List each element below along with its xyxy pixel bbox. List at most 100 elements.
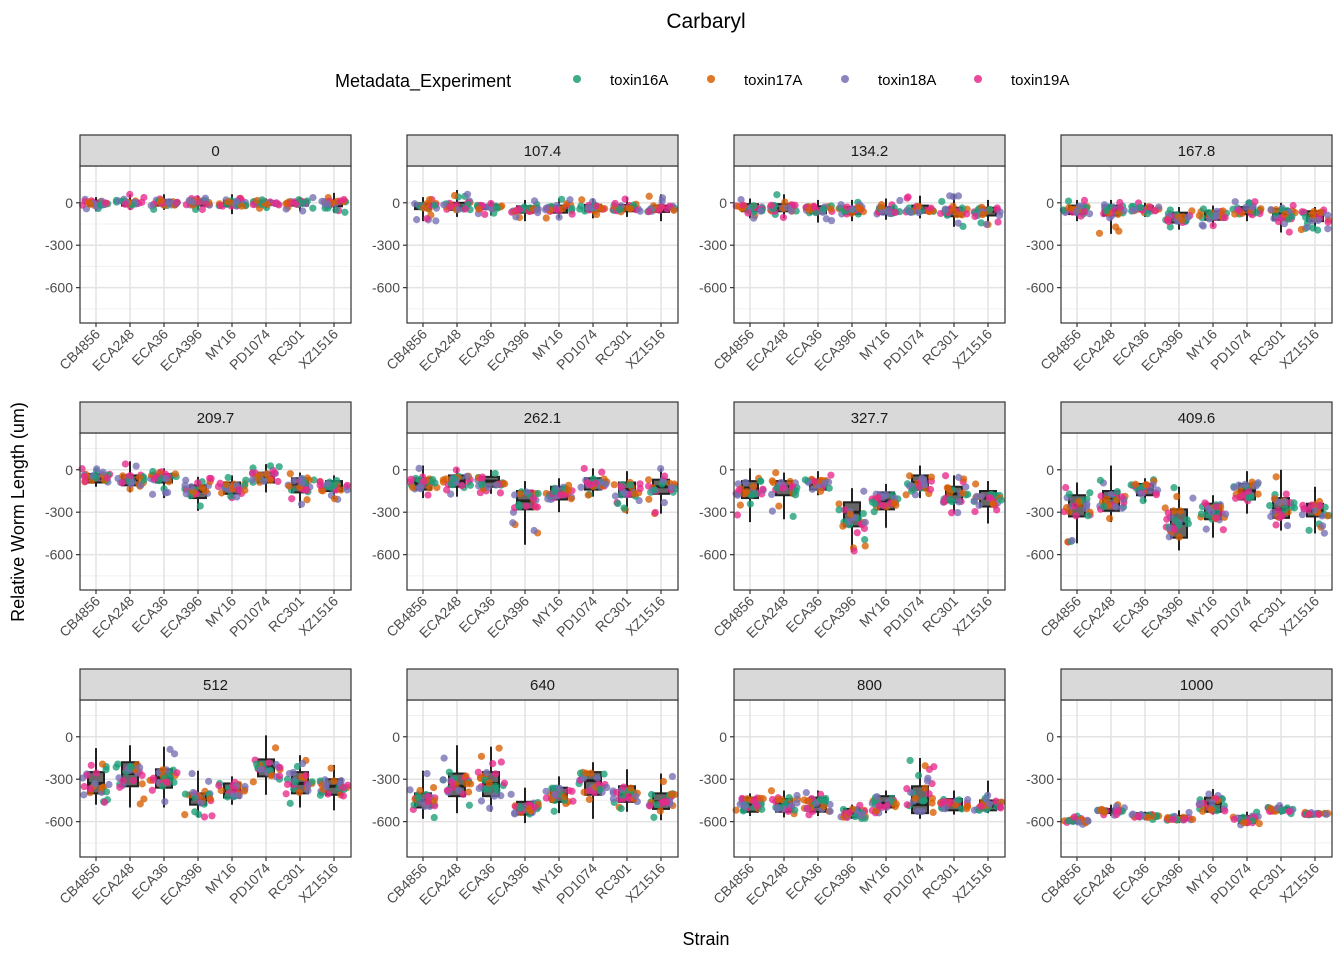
x-axis-label: Strain — [682, 929, 729, 949]
data-point-toxin18A — [1075, 202, 1084, 210]
data-point-toxin17A — [135, 473, 143, 482]
data-point-toxin18A — [232, 197, 240, 206]
legend-label-toxin17A: toxin17A — [744, 72, 802, 89]
data-point-toxin18A — [80, 791, 88, 799]
data-point-toxin17A — [1131, 480, 1140, 488]
data-point-toxin18A — [440, 201, 448, 209]
data-point-toxin19A — [621, 195, 629, 203]
facet-strip-label: 409.6 — [1178, 410, 1216, 427]
data-point-toxin17A — [330, 777, 338, 785]
data-point-toxin17A — [921, 784, 929, 792]
data-point-toxin19A — [611, 199, 619, 208]
facet-strip-label: 107.4 — [524, 143, 562, 160]
y-tick-label: -300 — [699, 237, 727, 253]
data-point-toxin17A — [138, 780, 146, 788]
data-point-toxin19A — [343, 481, 351, 489]
data-point-toxin19A — [195, 198, 204, 206]
data-point-toxin19A — [1134, 812, 1142, 821]
data-point-toxin19A — [817, 790, 825, 798]
data-point-toxin18A — [667, 483, 675, 491]
data-point-toxin17A — [631, 490, 639, 498]
data-point-toxin18A — [1324, 225, 1332, 233]
data-point-toxin16A — [329, 482, 338, 490]
data-point-toxin17A — [1254, 490, 1262, 498]
data-point-toxin18A — [411, 200, 419, 208]
data-point-toxin16A — [1266, 502, 1274, 510]
data-point-toxin16A — [1199, 205, 1208, 213]
data-point-toxin19A — [646, 802, 654, 810]
data-point-toxin19A — [230, 785, 238, 794]
data-point-toxin17A — [450, 191, 459, 200]
y-tick-label: -300 — [699, 504, 727, 520]
facet-panel-800: 8000-300-600CB4856ECA248ECA36ECA396MY16P… — [699, 668, 1006, 908]
data-point-toxin18A — [632, 792, 640, 800]
data-point-toxin18A — [260, 477, 268, 485]
data-point-toxin17A — [578, 196, 586, 204]
data-point-toxin18A — [821, 479, 829, 487]
data-point-toxin17A — [501, 480, 509, 488]
data-point-toxin16A — [445, 768, 453, 776]
data-point-toxin19A — [568, 787, 576, 795]
data-point-toxin19A — [850, 547, 858, 555]
data-point-toxin16A — [1302, 213, 1310, 221]
data-point-toxin16A — [196, 502, 204, 510]
data-point-toxin16A — [1247, 493, 1255, 502]
data-point-toxin16A — [1086, 489, 1094, 497]
data-point-toxin17A — [979, 211, 987, 219]
data-point-toxin17A — [774, 795, 782, 804]
data-point-toxin18A — [530, 526, 538, 535]
data-point-toxin19A — [1163, 515, 1171, 523]
data-point-toxin17A — [963, 802, 972, 810]
data-point-toxin19A — [215, 781, 223, 790]
data-point-toxin17A — [902, 491, 910, 499]
data-point-toxin19A — [1285, 808, 1293, 816]
data-point-toxin19A — [424, 792, 432, 801]
data-point-toxin17A — [989, 500, 997, 508]
data-point-toxin16A — [550, 807, 558, 815]
data-point-toxin17A — [781, 198, 789, 206]
data-point-toxin19A — [827, 471, 835, 479]
data-point-toxin19A — [283, 780, 292, 789]
data-point-toxin16A — [410, 801, 418, 809]
data-point-toxin19A — [1116, 204, 1124, 212]
data-point-toxin17A — [1272, 206, 1280, 214]
data-point-toxin19A — [1221, 213, 1229, 222]
data-point-toxin16A — [1136, 203, 1145, 212]
data-point-toxin19A — [750, 797, 758, 805]
data-point-toxin17A — [416, 786, 424, 795]
data-point-toxin18A — [657, 464, 665, 473]
data-point-toxin19A — [993, 204, 1001, 212]
data-point-toxin18A — [463, 190, 472, 198]
data-point-toxin17A — [857, 205, 865, 213]
data-point-toxin16A — [92, 474, 100, 482]
data-point-toxin17A — [1178, 216, 1186, 224]
data-point-toxin16A — [822, 794, 830, 803]
data-point-toxin19A — [80, 782, 88, 791]
data-point-toxin18A — [1298, 511, 1306, 519]
data-point-toxin19A — [121, 200, 129, 208]
data-point-toxin16A — [112, 763, 120, 771]
facet-panel-640: 6400-300-600CB4856ECA248ECA36ECA396MY16P… — [372, 668, 679, 908]
y-tick-label: 0 — [719, 195, 727, 211]
y-tick-label: -600 — [45, 280, 73, 296]
data-point-toxin18A — [750, 214, 758, 222]
data-point-toxin19A — [551, 205, 560, 214]
data-point-toxin18A — [323, 200, 332, 208]
data-point-toxin18A — [741, 478, 750, 486]
legend-title: Metadata_Experiment — [335, 71, 511, 92]
data-point-toxin19A — [276, 763, 284, 772]
facet-strip — [1060, 668, 1333, 701]
data-point-toxin18A — [737, 196, 745, 204]
data-point-toxin16A — [801, 476, 809, 484]
facet-panel-167.8: 167.80-300-600CB4856ECA248ECA36ECA396MY1… — [1026, 134, 1333, 374]
data-point-toxin16A — [258, 196, 266, 204]
data-point-toxin18A — [970, 497, 978, 505]
data-point-toxin16A — [1084, 512, 1092, 520]
data-point-toxin19A — [1221, 807, 1229, 815]
data-point-toxin16A — [647, 790, 656, 799]
data-point-toxin19A — [853, 529, 861, 537]
data-point-toxin19A — [891, 208, 899, 217]
data-point-toxin16A — [825, 484, 833, 492]
data-point-toxin18A — [1207, 508, 1215, 516]
data-point-toxin19A — [121, 460, 130, 468]
